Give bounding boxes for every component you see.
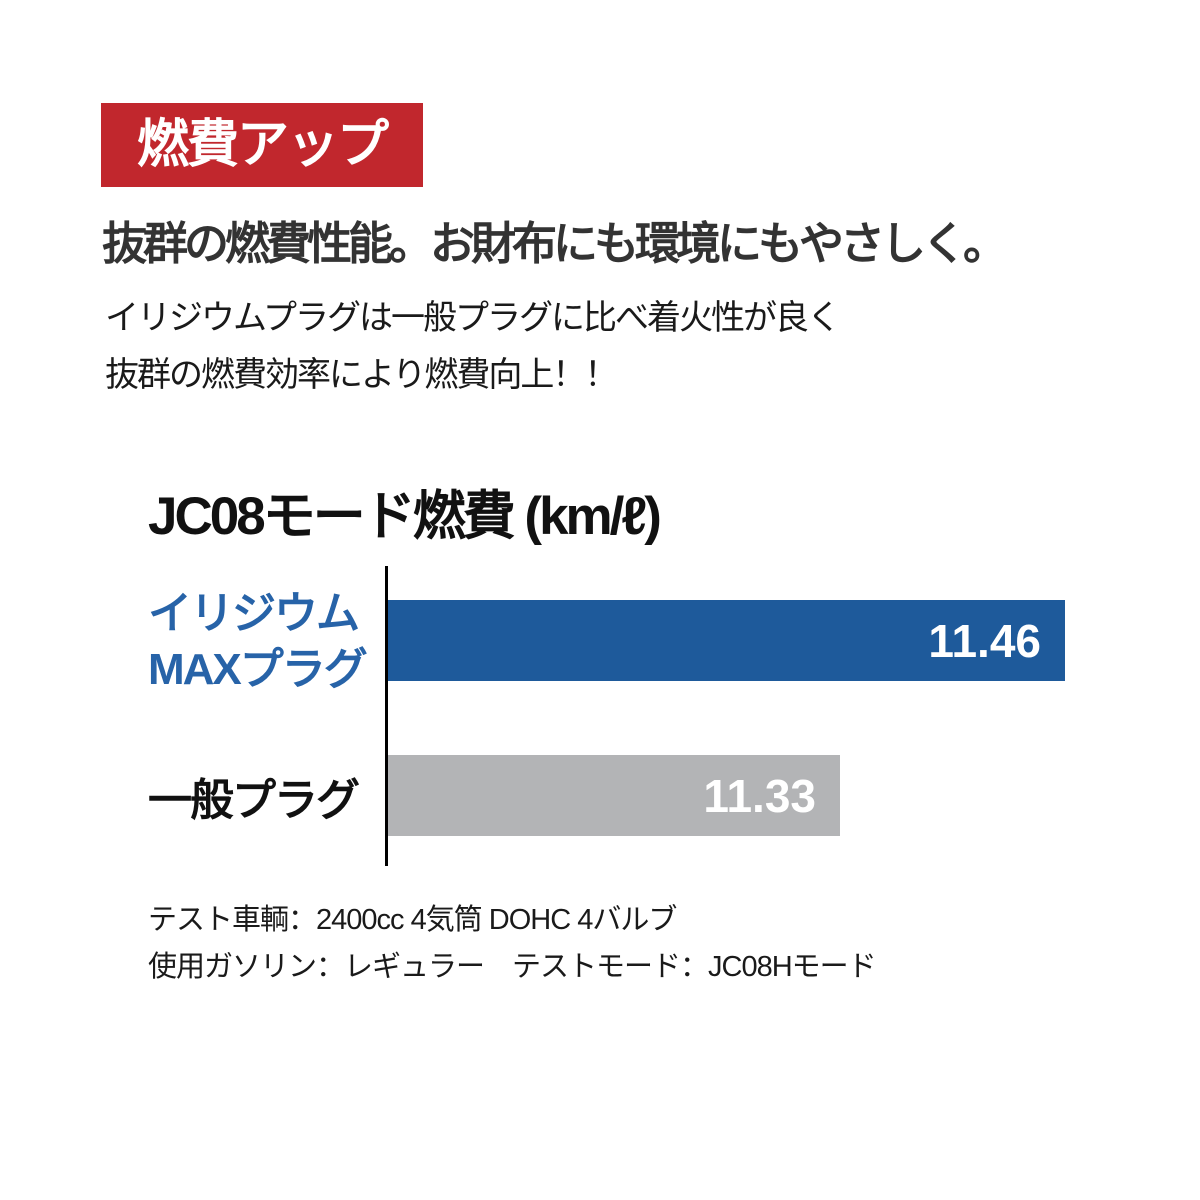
chart-title: JC08モード燃費 (km/ℓ) [148,487,662,546]
bar-label-iridium-max: イリジウム MAXプラグ [148,586,368,699]
bar-label-iridium-line2: MAXプラグ [148,645,368,695]
fuel-up-badge-label: 燃費アップ [136,116,389,174]
body-text-line-2: 抜群の燃費効率により燃費向上！！ [105,356,618,394]
footnote-test-vehicle: テスト車輌：2400cc 4気筒 DOHC 4バルブ [148,904,677,936]
body-text-line-1: イリジウムプラグは一般プラグに比べ着火性が良く [105,299,841,337]
bar-value-standard-plug: 11.33 [703,769,816,822]
bar-iridium-max: 11.46 [388,600,1065,681]
bar-label-iridium-line1: イリジウム [148,589,360,638]
footnote-test-conditions: 使用ガソリン：レギュラー テストモード：JC08Hモード [148,951,877,983]
chart-y-axis-line [385,566,388,866]
bar-standard-plug: 11.33 [388,755,840,836]
headline: 抜群の燃費性能。お財布にも環境にもやさしく。 [102,218,1008,269]
bar-label-standard-plug: 一般プラグ [148,776,360,825]
fuel-up-badge: 燃費アップ [101,103,423,187]
bar-value-iridium-max: 11.46 [928,614,1041,667]
